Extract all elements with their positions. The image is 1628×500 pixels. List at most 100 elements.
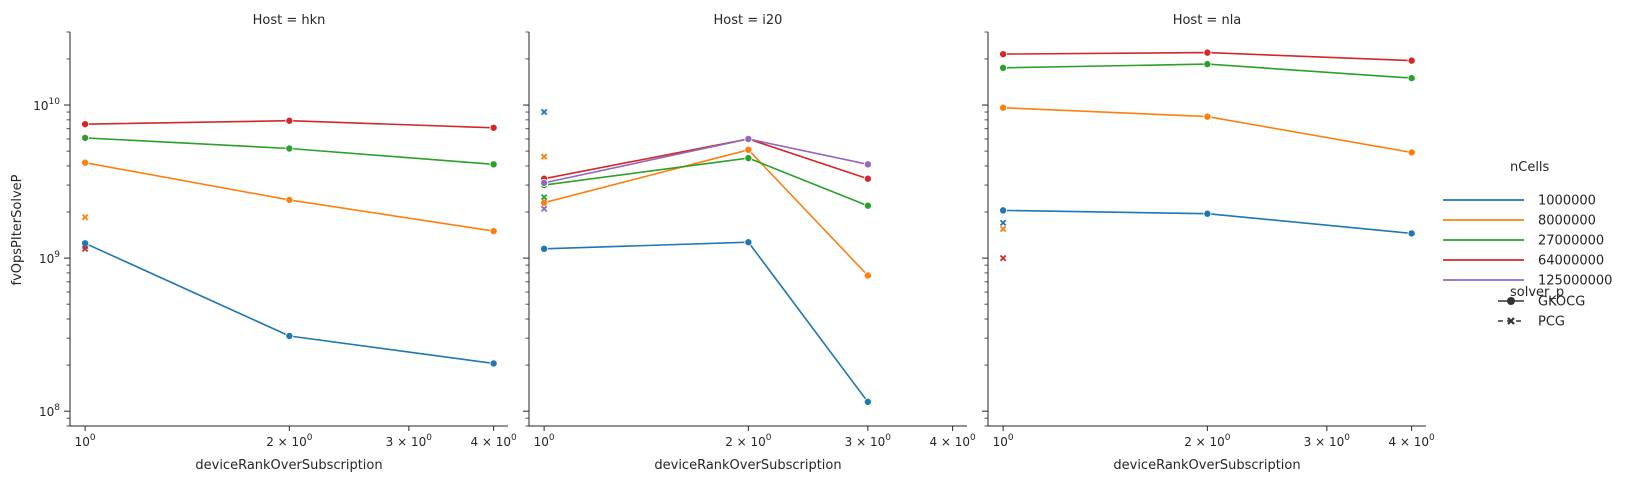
data-point <box>81 120 90 129</box>
data-point <box>489 160 498 169</box>
data-point <box>285 144 294 153</box>
legend-label: 125000000 <box>1538 274 1612 289</box>
series-1000000-pcg <box>540 108 548 116</box>
data-point <box>744 238 753 247</box>
data-point-x <box>81 213 89 221</box>
series-64000000-gkocg <box>540 134 872 183</box>
legend-item-27000000: 27000000 <box>1443 234 1604 249</box>
legend-title-ncells: nCells <box>1510 160 1550 175</box>
legend-label: PCG <box>1538 315 1565 330</box>
facet-title: Host = i20 <box>714 13 783 28</box>
legend-item-1000000: 1000000 <box>1443 194 1596 209</box>
y-tick-label: 108 <box>39 403 60 419</box>
series-27000000-pcg <box>540 193 548 201</box>
legend-title-solver: solver_p <box>1510 285 1564 300</box>
data-point <box>1407 229 1416 238</box>
series-1000000-gkocg <box>81 239 498 368</box>
legend-label: 27000000 <box>1538 234 1604 249</box>
y-axis-label: fvOpsPIterSolveP <box>10 174 25 285</box>
series-8000000-pcg <box>999 225 1007 233</box>
series-8000000-pcg <box>540 153 548 160</box>
facet-title: Host = hkn <box>253 13 326 28</box>
series-64000000-pcg <box>81 245 89 253</box>
series-1000000-pcg <box>999 219 1007 227</box>
legend-item-gkocg: GKOCG <box>1498 295 1585 310</box>
x-axis-label: deviceRankOverSubscription <box>1113 458 1300 473</box>
series-line <box>84 242 494 365</box>
data-point <box>1407 148 1416 157</box>
data-point <box>1203 48 1212 57</box>
data-point <box>540 178 549 187</box>
series-8000000-gkocg <box>540 145 872 280</box>
x-axis-label: deviceRankOverSubscription <box>195 458 382 473</box>
data-point <box>489 227 498 236</box>
y-tick-label: 1010 <box>33 97 60 113</box>
series-line <box>544 241 869 403</box>
series-64000000-pcg <box>999 254 1007 262</box>
x-tick-label: 2 × 100 <box>266 433 313 449</box>
data-point <box>81 133 90 142</box>
legend-label: 8000000 <box>1538 214 1596 229</box>
legend-marker-x <box>1507 317 1515 325</box>
data-point-x <box>81 245 89 253</box>
series-1000000-gkocg <box>540 238 872 406</box>
data-point <box>1203 209 1212 218</box>
series-27000000-gkocg <box>81 133 498 169</box>
data-point <box>489 359 498 368</box>
data-point-x <box>999 254 1007 262</box>
data-point <box>999 103 1008 112</box>
legend-label: GKOCG <box>1538 295 1585 310</box>
data-point <box>863 397 872 406</box>
x-tick-label: 4 × 100 <box>929 433 976 449</box>
legend-item-pcg: PCG <box>1498 315 1565 330</box>
facet-title: Host = nla <box>1173 13 1242 28</box>
data-point <box>744 145 753 154</box>
data-point-x <box>540 205 548 213</box>
legend-item-125000000: 125000000 <box>1443 274 1612 289</box>
facet-panel-1: Host = i20 deviceRankOverSubscription 100 2… <box>523 13 976 473</box>
data-point <box>1203 112 1212 121</box>
data-point <box>1203 60 1212 69</box>
data-point-x <box>540 153 548 160</box>
data-point <box>540 244 549 253</box>
series-64000000-gkocg <box>81 116 498 132</box>
legend-label: 1000000 <box>1538 194 1596 209</box>
data-point <box>863 160 872 169</box>
series-125000000-pcg <box>540 205 548 213</box>
data-point <box>999 206 1008 215</box>
x-tick-label: 2 × 100 <box>1184 433 1231 449</box>
data-point-x <box>540 108 548 116</box>
facet-panel-0: Host = hkn deviceRankOverSubscription 108 1… <box>33 13 517 473</box>
data-point <box>285 116 294 125</box>
x-tick-label: 4 × 100 <box>470 433 517 449</box>
facet-panel-2: Host = nla deviceRankOverSubscription 100 2… <box>982 13 1435 473</box>
data-point-x <box>540 193 548 201</box>
x-axis-label: deviceRankOverSubscription <box>654 458 841 473</box>
series-8000000-gkocg <box>999 103 1416 157</box>
data-point <box>489 123 498 132</box>
legend-item-8000000: 8000000 <box>1443 214 1596 229</box>
x-tick-label: 100 <box>993 433 1014 449</box>
series-8000000-gkocg <box>81 158 498 236</box>
x-tick-label: 3 × 100 <box>845 433 892 449</box>
data-point <box>999 63 1008 72</box>
data-point <box>744 134 753 143</box>
y-tick-label: 109 <box>39 250 60 266</box>
legend: nCells 1000000 8000000 27000000 64000000 125… <box>1443 160 1612 330</box>
series-line <box>543 157 869 207</box>
data-point <box>285 195 294 204</box>
series-125000000-gkocg <box>540 134 872 187</box>
series-8000000-pcg <box>81 213 89 221</box>
data-point <box>81 158 90 167</box>
data-point <box>1407 56 1416 65</box>
series-64000000-gkocg <box>999 48 1416 65</box>
series-1000000-gkocg <box>999 206 1416 238</box>
data-point <box>863 201 872 210</box>
data-point-x <box>999 225 1007 233</box>
legend-label: 64000000 <box>1538 254 1604 269</box>
data-point <box>540 198 549 207</box>
data-point <box>1407 74 1416 83</box>
x-tick-label: 3 × 100 <box>1304 433 1351 449</box>
legend-marker-circle <box>1507 297 1515 305</box>
